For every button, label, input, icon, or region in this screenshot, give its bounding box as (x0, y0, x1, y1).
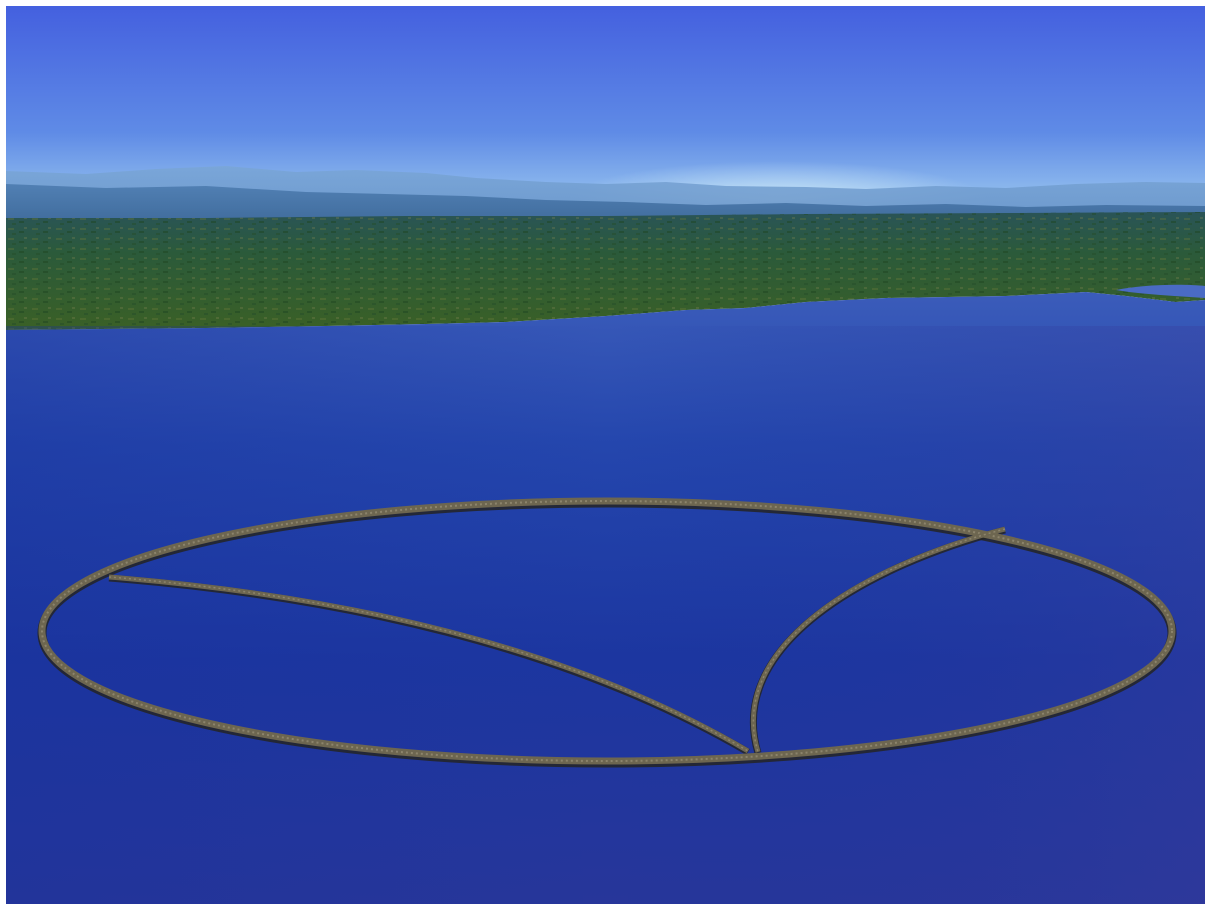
inlet-water (1116, 284, 1205, 298)
land-texture (6, 212, 1205, 330)
stone-wall-structure (37, 497, 1177, 768)
scene-svg (6, 6, 1205, 904)
water-shading (6, 326, 1205, 904)
aerial-scene (6, 6, 1205, 904)
